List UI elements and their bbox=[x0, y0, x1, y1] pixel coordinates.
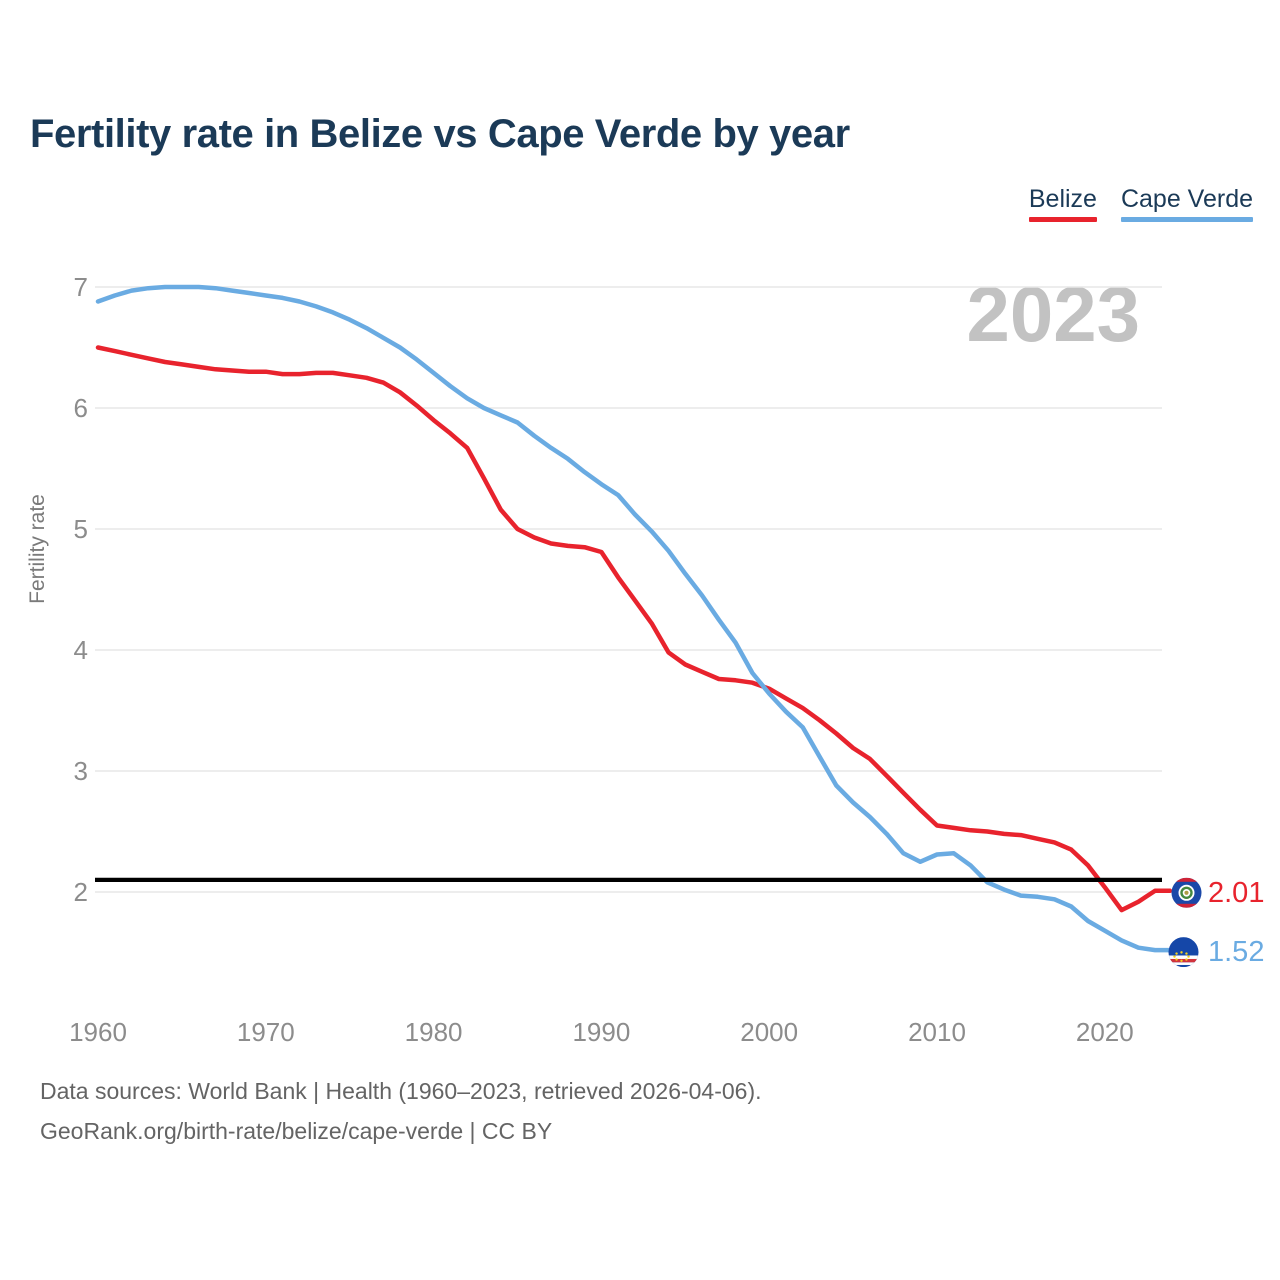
x-tick-label: 2000 bbox=[740, 1017, 798, 1047]
legend-underline-belize bbox=[1028, 217, 1097, 222]
y-axis-title: Fertility rate bbox=[26, 494, 49, 604]
legend-label-cape-verde: Cape Verde bbox=[1120, 185, 1253, 213]
y-tick-label: 6 bbox=[74, 393, 88, 423]
x-tick-label: 2010 bbox=[908, 1017, 966, 1047]
data-source-line1: Data sources: World Bank | Health (1960–… bbox=[40, 1078, 762, 1104]
legend-underline-cape-verde bbox=[1120, 217, 1253, 222]
cape-verde-flag-icon bbox=[1168, 937, 1199, 968]
belize-end-value: 2.01 bbox=[1208, 877, 1264, 909]
data-source-line2: GeoRank.org/birth-rate/belize/cape-verde… bbox=[40, 1118, 553, 1144]
belize-line bbox=[95, 345, 1173, 913]
x-tick-label: 2020 bbox=[1076, 1017, 1134, 1047]
y-tick-label: 3 bbox=[74, 756, 88, 786]
page-title: Fertility rate in Belize vs Cape Verde b… bbox=[30, 112, 850, 156]
x-tick-label: 1970 bbox=[237, 1017, 295, 1047]
cape-verde-end-value: 1.52 bbox=[1208, 936, 1264, 968]
legend-label-belize: Belize bbox=[1028, 185, 1097, 213]
x-tick-label: 1990 bbox=[572, 1017, 630, 1047]
belize-flag-icon bbox=[1171, 877, 1202, 908]
watermark-year: 2023 bbox=[966, 270, 1140, 358]
y-tick-label: 2 bbox=[74, 877, 88, 907]
legend-item-belize[interactable]: Belize bbox=[1028, 185, 1097, 222]
y-tick-label: 4 bbox=[74, 635, 88, 665]
y-tick-label: 7 bbox=[74, 272, 88, 302]
x-tick-label: 1960 bbox=[69, 1017, 127, 1047]
legend: Belize Cape Verde bbox=[1028, 185, 1253, 222]
cape-verde-line bbox=[95, 284, 1173, 953]
data-source-note: Data sources: World Bank | Health (1960–… bbox=[40, 1071, 762, 1151]
legend-item-cape-verde[interactable]: Cape Verde bbox=[1120, 185, 1253, 222]
y-tick-label: 5 bbox=[74, 514, 88, 544]
x-tick-label: 1980 bbox=[405, 1017, 463, 1047]
